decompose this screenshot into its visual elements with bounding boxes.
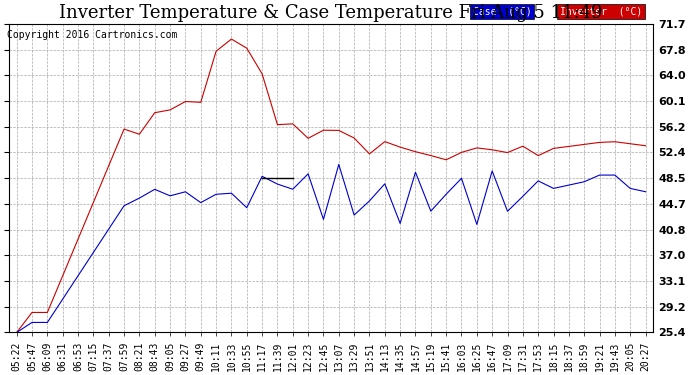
Text: Copyright 2016 Cartronics.com: Copyright 2016 Cartronics.com — [7, 30, 177, 40]
Text: Case  (°C): Case (°C) — [473, 6, 531, 16]
Text: Inverter  (°C): Inverter (°C) — [560, 6, 642, 16]
Title: Inverter Temperature & Case Temperature Fri Aug 5 11:49: Inverter Temperature & Case Temperature … — [59, 4, 603, 22]
